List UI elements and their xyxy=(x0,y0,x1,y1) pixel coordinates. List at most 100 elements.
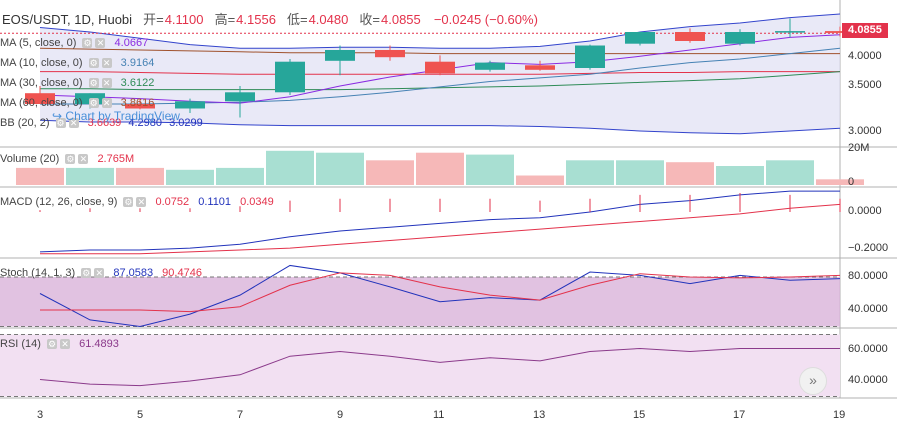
open-label: 开= xyxy=(143,12,164,27)
legend-rsi: RSI (14) ⚙ ✕ 61.4893 xyxy=(0,337,119,351)
volume-bar xyxy=(316,152,364,185)
volume-bar xyxy=(466,154,514,185)
settings-icon[interactable]: ⚙ xyxy=(88,78,99,89)
legend-macd-signal: 0.0349 xyxy=(240,196,274,208)
close-value: 4.0855 xyxy=(381,12,421,27)
legend-macd-line: 0.1101 xyxy=(198,196,232,208)
x-tick: 17 xyxy=(733,409,746,421)
legend-bb-label: BB (20, 2) xyxy=(0,117,50,129)
rsi-band-fill xyxy=(0,334,840,397)
high-value: 4.1556 xyxy=(236,12,276,27)
candle-body xyxy=(125,104,155,109)
candle-body xyxy=(275,61,305,93)
volume-tick: 20M xyxy=(848,142,870,154)
price-tick: 3.0000 xyxy=(848,125,882,137)
volume-bar xyxy=(566,160,614,185)
settings-icon[interactable]: ⚙ xyxy=(55,118,66,129)
change-value: −0.0245 (−0.60%) xyxy=(433,12,538,27)
macd-tick: −0.2000 xyxy=(848,242,889,254)
legend-stoch: Stoch (14, 1, 3) ⚙ ✕ 87.0583 90.4746 xyxy=(0,266,202,280)
settings-icon[interactable]: ⚙ xyxy=(88,98,99,109)
candle-body xyxy=(625,32,655,44)
ma10-line xyxy=(40,47,841,105)
close-icon[interactable]: ✕ xyxy=(60,339,71,350)
stoch-tick: 80.0000 xyxy=(848,270,888,282)
open-value: 4.1100 xyxy=(164,12,204,27)
legend-ma5-value: 4.0667 xyxy=(114,37,149,49)
settings-icon[interactable]: ⚙ xyxy=(65,154,76,165)
stoch-band-fill xyxy=(0,277,840,327)
candle-body xyxy=(575,45,605,68)
volume-bar xyxy=(366,160,414,185)
volume-tick: 0 xyxy=(848,176,855,188)
close-icon[interactable]: ✕ xyxy=(101,78,112,89)
legend-bb-upper: 4.2980 xyxy=(128,117,163,129)
candle-body xyxy=(775,31,805,33)
price-tick: 4.0000 xyxy=(848,50,882,62)
volume-bar xyxy=(516,175,564,185)
volume-bar xyxy=(116,167,164,185)
stoch-tick: 40.0000 xyxy=(848,303,888,315)
x-tick: 11 xyxy=(433,409,445,421)
chart-header: EOS/USDT, 1D, Huobi 开=4.1100 高=4.1556 低=… xyxy=(2,13,538,28)
volume-bar xyxy=(716,166,764,185)
volume-bar xyxy=(266,150,314,185)
candle-body xyxy=(825,31,855,33)
close-icon[interactable]: ✕ xyxy=(101,98,112,109)
legend-ma5: MA (5, close, 0) ⚙ ✕ 4.0667 xyxy=(0,36,148,50)
macd-line xyxy=(39,190,840,253)
settings-icon[interactable]: ⚙ xyxy=(123,197,134,208)
watermark-arrow-icon: ↪ xyxy=(52,109,63,123)
legend-macd-label: MACD (12, 26, close, 9) xyxy=(0,196,118,208)
candle-body xyxy=(525,65,555,70)
close-icon[interactable]: ✕ xyxy=(95,38,106,49)
candle-body xyxy=(225,92,255,102)
close-icon[interactable]: ✕ xyxy=(68,118,79,129)
legend-ma30-value: 3.6122 xyxy=(120,77,155,89)
candle-body xyxy=(475,62,505,70)
low-label: 低= xyxy=(286,12,308,27)
legend-ma60-value: 3.8616 xyxy=(120,97,155,109)
close-icon[interactable]: ✕ xyxy=(136,197,147,208)
close-icon[interactable]: ✕ xyxy=(78,154,89,165)
settings-icon[interactable]: ⚙ xyxy=(81,268,92,279)
x-tick: 13 xyxy=(533,409,546,421)
close-icon[interactable]: ✕ xyxy=(101,58,112,69)
settings-icon[interactable]: ⚙ xyxy=(47,339,58,350)
tradingview-watermark[interactable]: ↪ Chart by TradingView xyxy=(52,109,180,123)
candle-body xyxy=(25,93,55,104)
x-tick: 19 xyxy=(833,409,846,421)
volume-bar xyxy=(616,160,664,185)
legend-bb-lower: 3.0299 xyxy=(169,117,203,129)
legend-ma30: MA (30, close, 0) ⚙ ✕ 3.6122 xyxy=(0,76,154,90)
legend-stoch-label: Stoch (14, 1, 3) xyxy=(0,267,76,279)
volume-bar xyxy=(766,160,814,185)
ma30-line xyxy=(40,71,841,91)
legend-volume-value: 2.765M xyxy=(97,153,135,165)
volume-bar xyxy=(216,167,264,185)
x-tick: 15 xyxy=(633,409,646,421)
scroll-to-realtime-button[interactable]: » xyxy=(799,367,827,395)
legend-ma10: MA (10, close, 0) ⚙ ✕ 3.9164 xyxy=(0,56,154,70)
x-tick: 5 xyxy=(137,409,144,421)
bb-upper-line xyxy=(39,13,841,49)
close-icon[interactable]: ✕ xyxy=(94,268,105,279)
legend-ma60: MA (60, close, 0) ⚙ ✕ 3.8616 xyxy=(0,96,154,110)
candle-body xyxy=(725,32,755,44)
stoch-k-line xyxy=(39,264,841,328)
low-value: 4.0480 xyxy=(308,12,349,27)
last-price-badge: 4.0855 xyxy=(842,23,888,38)
settings-icon[interactable]: ⚙ xyxy=(82,38,93,49)
settings-icon[interactable]: ⚙ xyxy=(88,58,99,69)
legend-bb-middle: 3.6639 xyxy=(87,117,122,129)
x-tick: 9 xyxy=(337,409,344,421)
price-tick: 3.5000 xyxy=(848,79,882,91)
legend-macd: MACD (12, 26, close, 9) ⚙ ✕ 0.0752 0.1101… xyxy=(0,195,274,209)
high-label: 高= xyxy=(214,12,236,27)
legend-ma5-label: MA (5, close, 0) xyxy=(0,37,77,49)
x-tick: 3 xyxy=(37,409,44,421)
candle-body xyxy=(425,61,455,74)
symbol-label[interactable]: EOS/USDT, 1D, Huobi xyxy=(2,12,133,27)
